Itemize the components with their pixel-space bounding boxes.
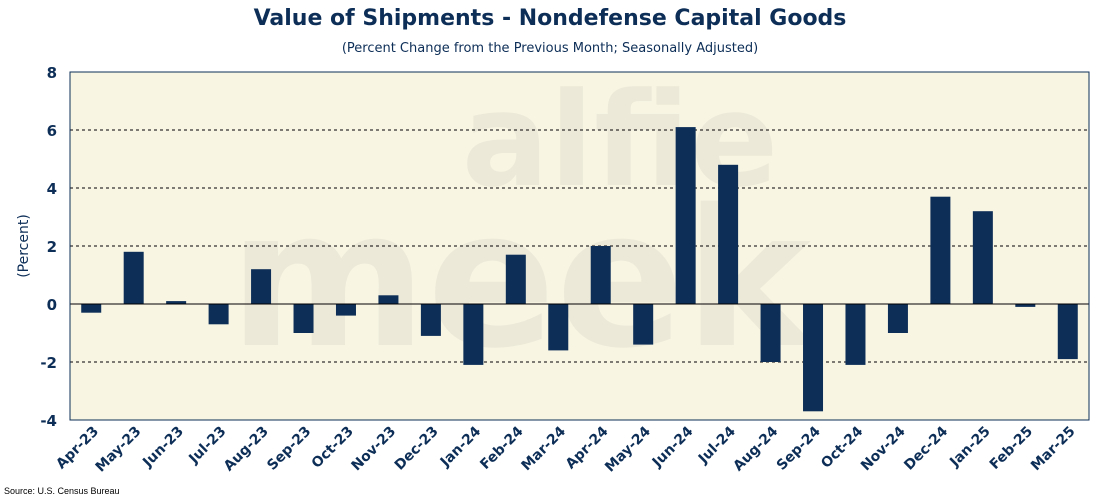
x-tick-label: Feb-25 bbox=[987, 424, 1036, 473]
bar-may-23 bbox=[123, 251, 144, 304]
bar-jan-25 bbox=[972, 211, 993, 304]
y-tick-label: 6 bbox=[47, 122, 57, 140]
x-tick-label: Aug-24 bbox=[730, 423, 781, 474]
bar-apr-24 bbox=[590, 246, 611, 304]
x-tick-label: Sep-23 bbox=[264, 424, 314, 474]
x-tick-label: Dec-24 bbox=[901, 423, 951, 473]
y-tick-label: -2 bbox=[40, 354, 57, 372]
chart-title: Value of Shipments - Nondefense Capital … bbox=[253, 6, 847, 31]
chart-subtitle: (Percent Change from the Previous Month;… bbox=[341, 41, 759, 56]
bar-jan-24 bbox=[463, 304, 484, 365]
bar-mar-24 bbox=[548, 304, 569, 351]
bar-sep-24 bbox=[803, 304, 824, 412]
source-note: Source: U.S. Census Bureau bbox=[4, 486, 120, 496]
bar-nov-24 bbox=[887, 304, 908, 333]
bar-oct-23 bbox=[335, 304, 356, 316]
y-tick-label: 0 bbox=[47, 296, 57, 314]
x-tick-label: Nov-23 bbox=[349, 424, 400, 475]
bar-jul-23 bbox=[208, 304, 229, 325]
x-tick-label: Jun-24 bbox=[649, 423, 697, 471]
y-axis-label: (Percent) bbox=[16, 214, 32, 278]
x-tick-label: Jan-25 bbox=[946, 424, 993, 471]
x-tick-label: Aug-23 bbox=[221, 424, 272, 475]
x-tick-label: Mar-25 bbox=[1028, 424, 1079, 475]
x-tick-label: Jan-24 bbox=[437, 423, 484, 470]
y-tick-label: 8 bbox=[47, 64, 57, 82]
bar-jul-24 bbox=[718, 164, 739, 304]
x-tick-label: Dec-23 bbox=[392, 424, 442, 474]
y-tick-label: 4 bbox=[47, 180, 57, 198]
bar-feb-25 bbox=[1015, 304, 1036, 307]
plot-border bbox=[69, 71, 1090, 421]
bar-dec-23 bbox=[420, 304, 441, 336]
bar-nov-23 bbox=[378, 295, 399, 304]
bar-aug-23 bbox=[251, 269, 272, 304]
bar-feb-24 bbox=[505, 254, 526, 304]
y-tick-label: -4 bbox=[40, 412, 57, 430]
bar-jun-24 bbox=[675, 127, 696, 304]
x-tick-label: Mar-24 bbox=[518, 423, 569, 474]
y-tick-label: 2 bbox=[47, 238, 57, 256]
bar-mar-25 bbox=[1057, 304, 1078, 360]
bar-oct-24 bbox=[845, 304, 866, 365]
bar-dec-24 bbox=[930, 196, 951, 304]
x-tick-label: May-23 bbox=[93, 424, 145, 476]
bar-may-24 bbox=[633, 304, 654, 345]
bar-jun-23 bbox=[166, 301, 187, 304]
bar-aug-24 bbox=[760, 304, 781, 362]
x-tick-label: Feb-24 bbox=[477, 423, 527, 473]
bar-apr-23 bbox=[81, 304, 102, 313]
x-tick-label: Nov-24 bbox=[858, 423, 909, 474]
x-tick-label: May-24 bbox=[602, 423, 654, 475]
bar-sep-23 bbox=[293, 304, 314, 333]
x-tick-label: Sep-24 bbox=[774, 423, 824, 473]
x-tick-label: Jun-23 bbox=[139, 424, 187, 472]
